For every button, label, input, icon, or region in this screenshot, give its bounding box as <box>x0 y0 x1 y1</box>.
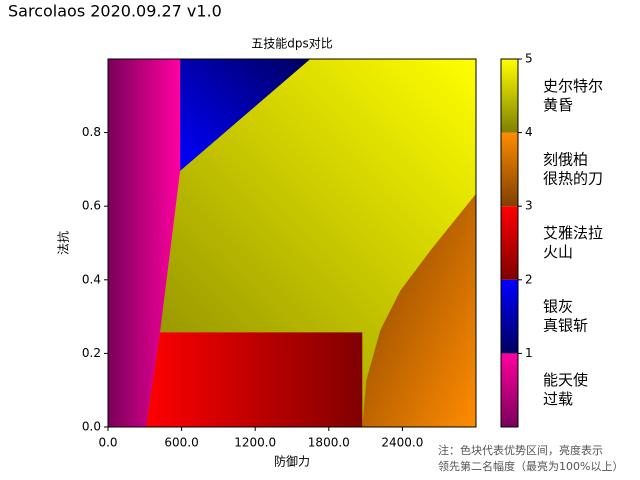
y-tick-label: 0.6 <box>82 199 101 213</box>
x-tick-label: 0.0 <box>98 436 117 450</box>
y-axis-label: 法抗 <box>56 231 71 255</box>
region <box>108 59 181 427</box>
note: 领先第二名幅度（最亮为100%以上） <box>438 459 623 473</box>
colorbar-tick-label: 3 <box>525 199 533 213</box>
colorbar-tick-label: 5 <box>525 52 533 66</box>
x-tick-label: 600.0 <box>164 436 198 450</box>
x-axis-label: 防御力 <box>274 454 310 469</box>
colorbar-label: 真银斩 <box>543 317 588 335</box>
chart-title: Sarcolaos 2020.09.27 v1.0 <box>8 2 222 21</box>
colorbar-tick-label: 2 <box>525 272 533 286</box>
region <box>362 193 476 427</box>
chart-subtitle: 五技能dps对比 <box>251 37 333 51</box>
colorbar-segment <box>501 353 518 427</box>
y-tick-label: 0.8 <box>82 125 101 139</box>
colorbar-tick-label: 1 <box>525 346 533 360</box>
colorbar-label: 过载 <box>543 390 573 408</box>
colorbar-segment <box>501 59 518 133</box>
y-tick-label: 0.0 <box>82 420 101 434</box>
x-tick-label: 1200.0 <box>234 436 276 450</box>
colorbar-segment <box>501 132 518 207</box>
region <box>146 332 363 427</box>
x-tick-label: 1800.0 <box>308 436 350 450</box>
y-tick-label: 0.4 <box>82 272 101 286</box>
colorbar-label: 很热的刀 <box>543 169 603 187</box>
colorbar-segment <box>501 206 518 280</box>
colorbar-label: 火山 <box>543 243 573 261</box>
colorbar-label: 黄昏 <box>543 96 573 114</box>
region <box>180 59 311 171</box>
x-tick-label: 2400.0 <box>381 436 423 450</box>
colorbar-segment <box>501 279 518 354</box>
colorbar-label: 银灰 <box>543 298 573 316</box>
y-tick-label: 0.2 <box>82 346 101 360</box>
plot-frame <box>107 58 477 428</box>
colorbar-label: 艾雅法拉 <box>543 224 603 242</box>
colorbar-label: 刻俄柏 <box>543 150 588 168</box>
colorbar-frame <box>500 58 519 428</box>
colorbar-label: 史尔特尔 <box>543 77 603 95</box>
colorbar-label: 能天使 <box>543 371 588 389</box>
note: 注：色块代表优势区间，亮度表示 <box>438 443 603 457</box>
colorbar-tick-label: 4 <box>525 125 533 139</box>
